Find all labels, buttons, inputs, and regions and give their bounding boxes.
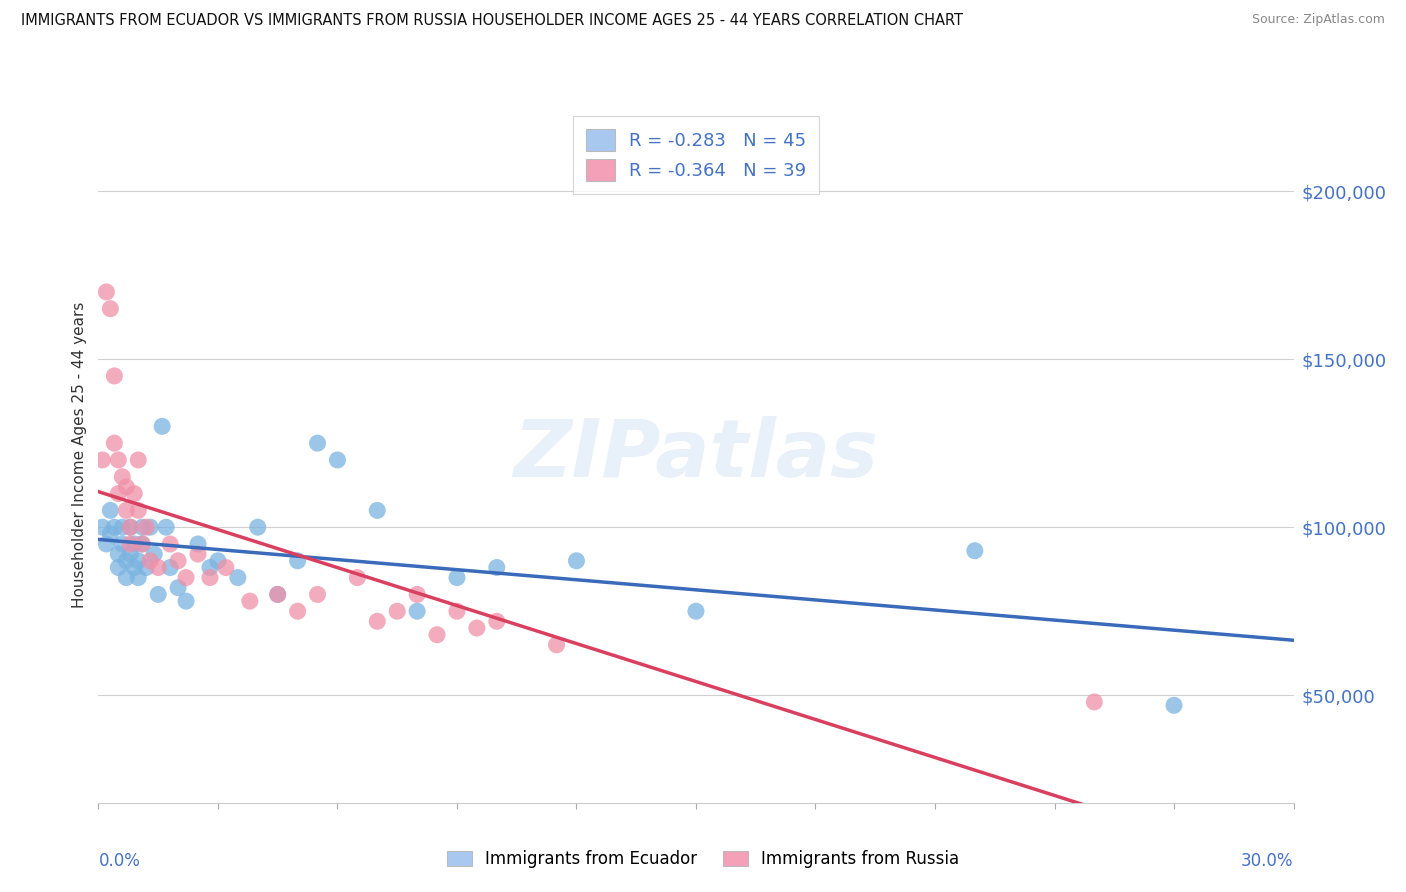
Point	[215, 560, 238, 574]
Point	[127, 554, 149, 568]
Legend: Immigrants from Ecuador, Immigrants from Russia: Immigrants from Ecuador, Immigrants from…	[440, 844, 966, 875]
Point	[198, 560, 221, 574]
Point	[103, 520, 125, 534]
Point	[120, 547, 142, 561]
Point	[565, 554, 588, 568]
Point	[127, 503, 149, 517]
Text: 30.0%: 30.0%	[1241, 852, 1294, 870]
Point	[120, 537, 142, 551]
Point	[100, 503, 122, 517]
Point	[167, 581, 190, 595]
Point	[124, 537, 146, 551]
Point	[143, 547, 166, 561]
Point	[127, 453, 149, 467]
Point	[100, 301, 122, 316]
Point	[1083, 695, 1105, 709]
Point	[485, 615, 508, 629]
Text: ZIPatlas: ZIPatlas	[513, 416, 879, 494]
Point	[91, 453, 114, 467]
Point	[187, 537, 209, 551]
Point	[406, 604, 429, 618]
Point	[135, 520, 157, 534]
Point	[107, 453, 129, 467]
Point	[167, 554, 190, 568]
Point	[246, 520, 269, 534]
Point	[103, 368, 125, 383]
Point	[546, 638, 568, 652]
Point	[148, 587, 170, 601]
Point	[187, 547, 209, 561]
Point	[111, 469, 134, 483]
Point	[485, 560, 508, 574]
Point	[139, 554, 162, 568]
Point	[346, 571, 368, 585]
Point	[366, 615, 388, 629]
Point	[115, 503, 138, 517]
Point	[103, 436, 125, 450]
Point	[107, 547, 129, 561]
Point	[96, 537, 118, 551]
Point	[96, 285, 118, 299]
Point	[287, 554, 309, 568]
Point	[107, 560, 129, 574]
Point	[446, 571, 468, 585]
Point	[174, 594, 197, 608]
Point	[366, 503, 388, 517]
Legend: R = -0.283   N = 45, R = -0.364   N = 39: R = -0.283 N = 45, R = -0.364 N = 39	[574, 116, 818, 194]
Point	[307, 587, 329, 601]
Text: 0.0%: 0.0%	[98, 852, 141, 870]
Point	[207, 554, 229, 568]
Point	[111, 520, 134, 534]
Point	[131, 520, 153, 534]
Point	[685, 604, 707, 618]
Point	[124, 560, 146, 574]
Point	[139, 520, 162, 534]
Point	[307, 436, 329, 450]
Point	[127, 571, 149, 585]
Point	[115, 571, 138, 585]
Point	[135, 560, 157, 574]
Point	[426, 628, 449, 642]
Point	[174, 571, 197, 585]
Point	[406, 587, 429, 601]
Point	[148, 560, 170, 574]
Point	[963, 543, 986, 558]
Point	[159, 537, 181, 551]
Point	[1163, 698, 1185, 713]
Y-axis label: Householder Income Ages 25 - 44 years: Householder Income Ages 25 - 44 years	[72, 301, 87, 608]
Point	[111, 537, 134, 551]
Point	[100, 527, 122, 541]
Point	[198, 571, 221, 585]
Point	[107, 486, 129, 500]
Point	[267, 587, 290, 601]
Point	[326, 453, 349, 467]
Point	[150, 419, 173, 434]
Point	[131, 537, 153, 551]
Point	[120, 520, 142, 534]
Point	[159, 560, 181, 574]
Point	[226, 571, 249, 585]
Point	[131, 537, 153, 551]
Point	[124, 486, 146, 500]
Text: IMMIGRANTS FROM ECUADOR VS IMMIGRANTS FROM RUSSIA HOUSEHOLDER INCOME AGES 25 - 4: IMMIGRANTS FROM ECUADOR VS IMMIGRANTS FR…	[21, 13, 963, 29]
Point	[465, 621, 488, 635]
Point	[120, 520, 142, 534]
Point	[267, 587, 290, 601]
Text: Source: ZipAtlas.com: Source: ZipAtlas.com	[1251, 13, 1385, 27]
Point	[115, 480, 138, 494]
Point	[155, 520, 177, 534]
Point	[115, 554, 138, 568]
Point	[385, 604, 409, 618]
Point	[287, 604, 309, 618]
Point	[239, 594, 262, 608]
Point	[91, 520, 114, 534]
Point	[446, 604, 468, 618]
